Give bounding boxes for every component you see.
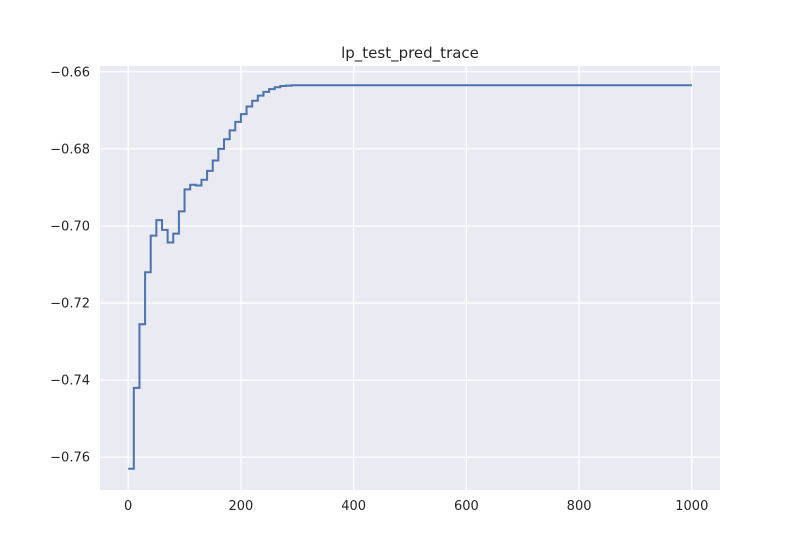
x-tick-label: 1000: [675, 499, 708, 514]
series-layer: [128, 84, 692, 470]
y-axis: −0.76 −0.74 −0.72 −0.70 −0.68 −0.66: [50, 65, 90, 465]
y-tick-label: −0.72: [50, 297, 90, 312]
x-tick-label: 200: [228, 499, 253, 514]
grid: [100, 66, 720, 490]
y-tick-label: −0.68: [50, 142, 90, 157]
y-tick-label: −0.74: [50, 374, 90, 389]
x-tick-label: 0: [124, 499, 132, 514]
x-tick-label: 400: [341, 499, 366, 514]
x-axis: 0 200 400 600 800 1000: [124, 499, 708, 514]
x-tick-label: 800: [567, 499, 592, 514]
x-tick-label: 600: [454, 499, 479, 514]
y-tick-label: −0.76: [50, 451, 90, 466]
series-line: [128, 84, 692, 470]
y-tick-label: −0.66: [50, 65, 90, 80]
chart-title: lp_test_pred_trace: [341, 44, 479, 63]
y-tick-label: −0.70: [50, 219, 90, 234]
plot-background: [100, 66, 720, 490]
